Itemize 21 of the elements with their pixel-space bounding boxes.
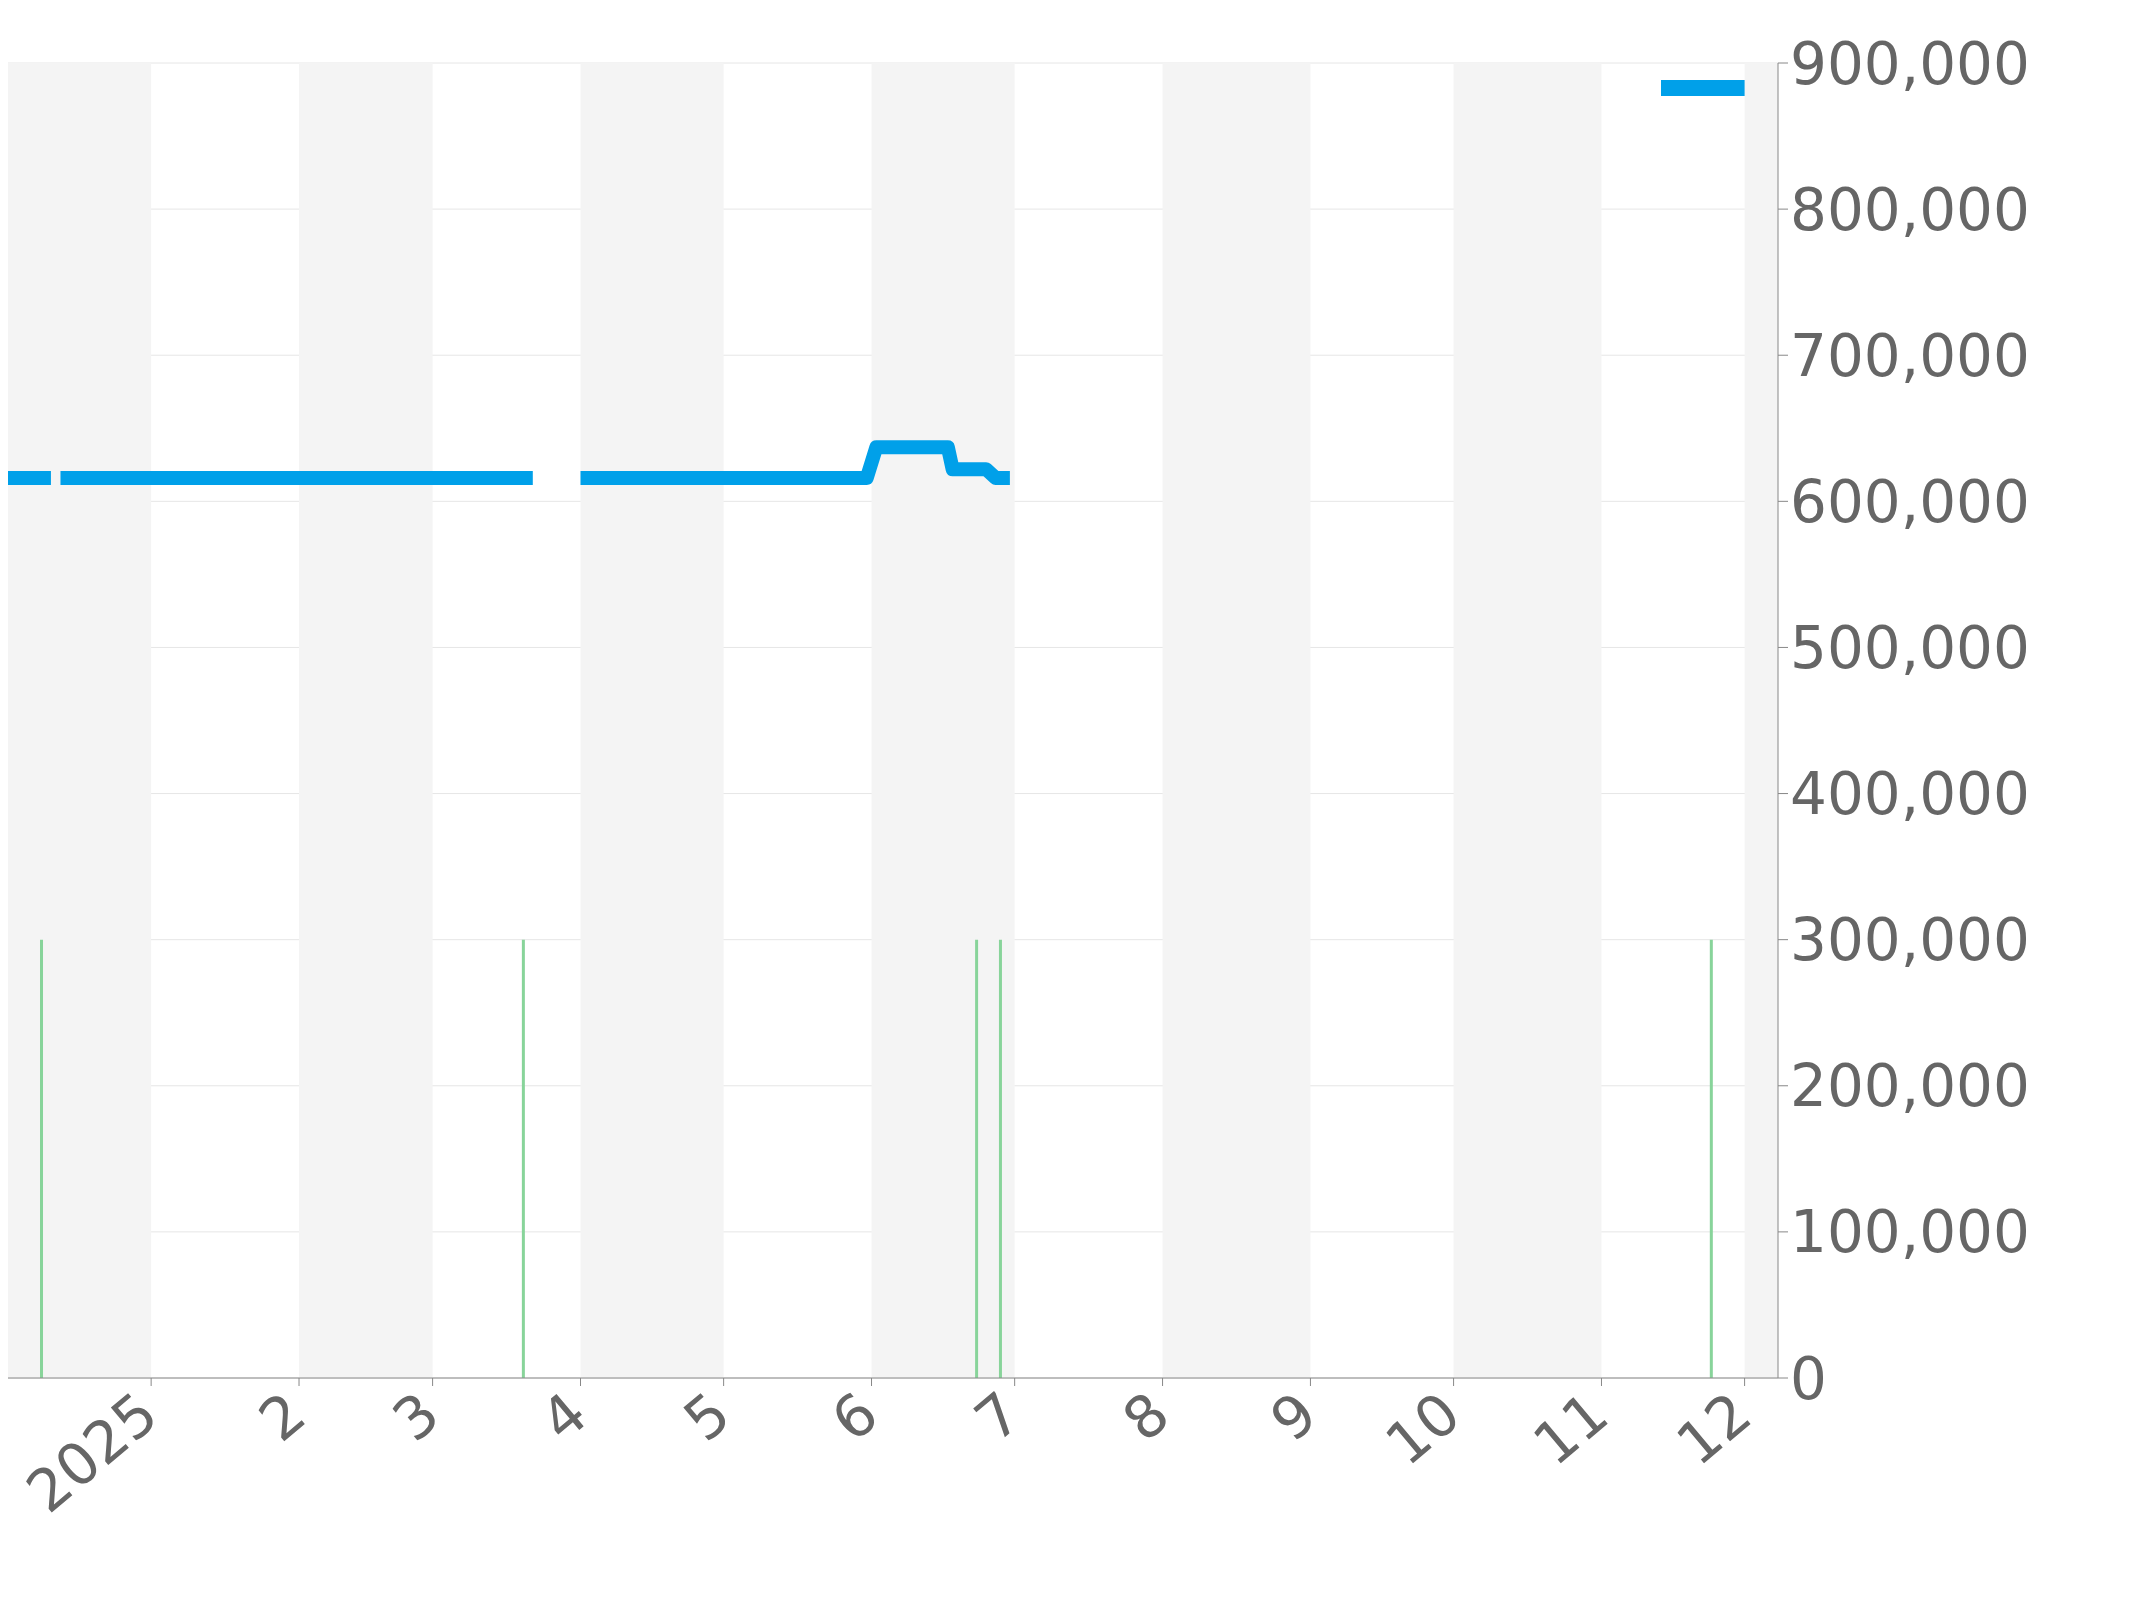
x-tick-label: 10 [1372, 1378, 1473, 1479]
y-tick-label: 500,000 [1790, 614, 2030, 683]
x-tick-label: 9 [1257, 1378, 1330, 1455]
y-tick-label: 300,000 [1790, 906, 2030, 975]
x-tick-label: 2 [246, 1378, 319, 1455]
y-tick-label: 400,000 [1790, 760, 2030, 829]
x-tick-label: 3 [379, 1378, 452, 1455]
x-tick-label: 7 [962, 1378, 1035, 1455]
y-tick-label: 0 [1790, 1344, 1827, 1413]
x-tick-label: 5 [671, 1378, 743, 1455]
x-tick-label: 11 [1520, 1378, 1621, 1479]
y-tick-label: 700,000 [1790, 321, 2030, 390]
y-tick-label: 100,000 [1790, 1198, 2030, 1267]
y-tick-label: 900,000 [1790, 29, 2030, 98]
x-tick-label: 4 [527, 1378, 600, 1455]
x-tick-label: 8 [1109, 1378, 1182, 1455]
x-tick-label: 12 [1663, 1378, 1764, 1479]
x-tick-label: 6 [818, 1378, 891, 1455]
y-tick-label: 800,000 [1790, 175, 2030, 244]
y-tick-label: 600,000 [1790, 467, 2030, 536]
y-tick-label: 200,000 [1790, 1052, 2030, 1121]
